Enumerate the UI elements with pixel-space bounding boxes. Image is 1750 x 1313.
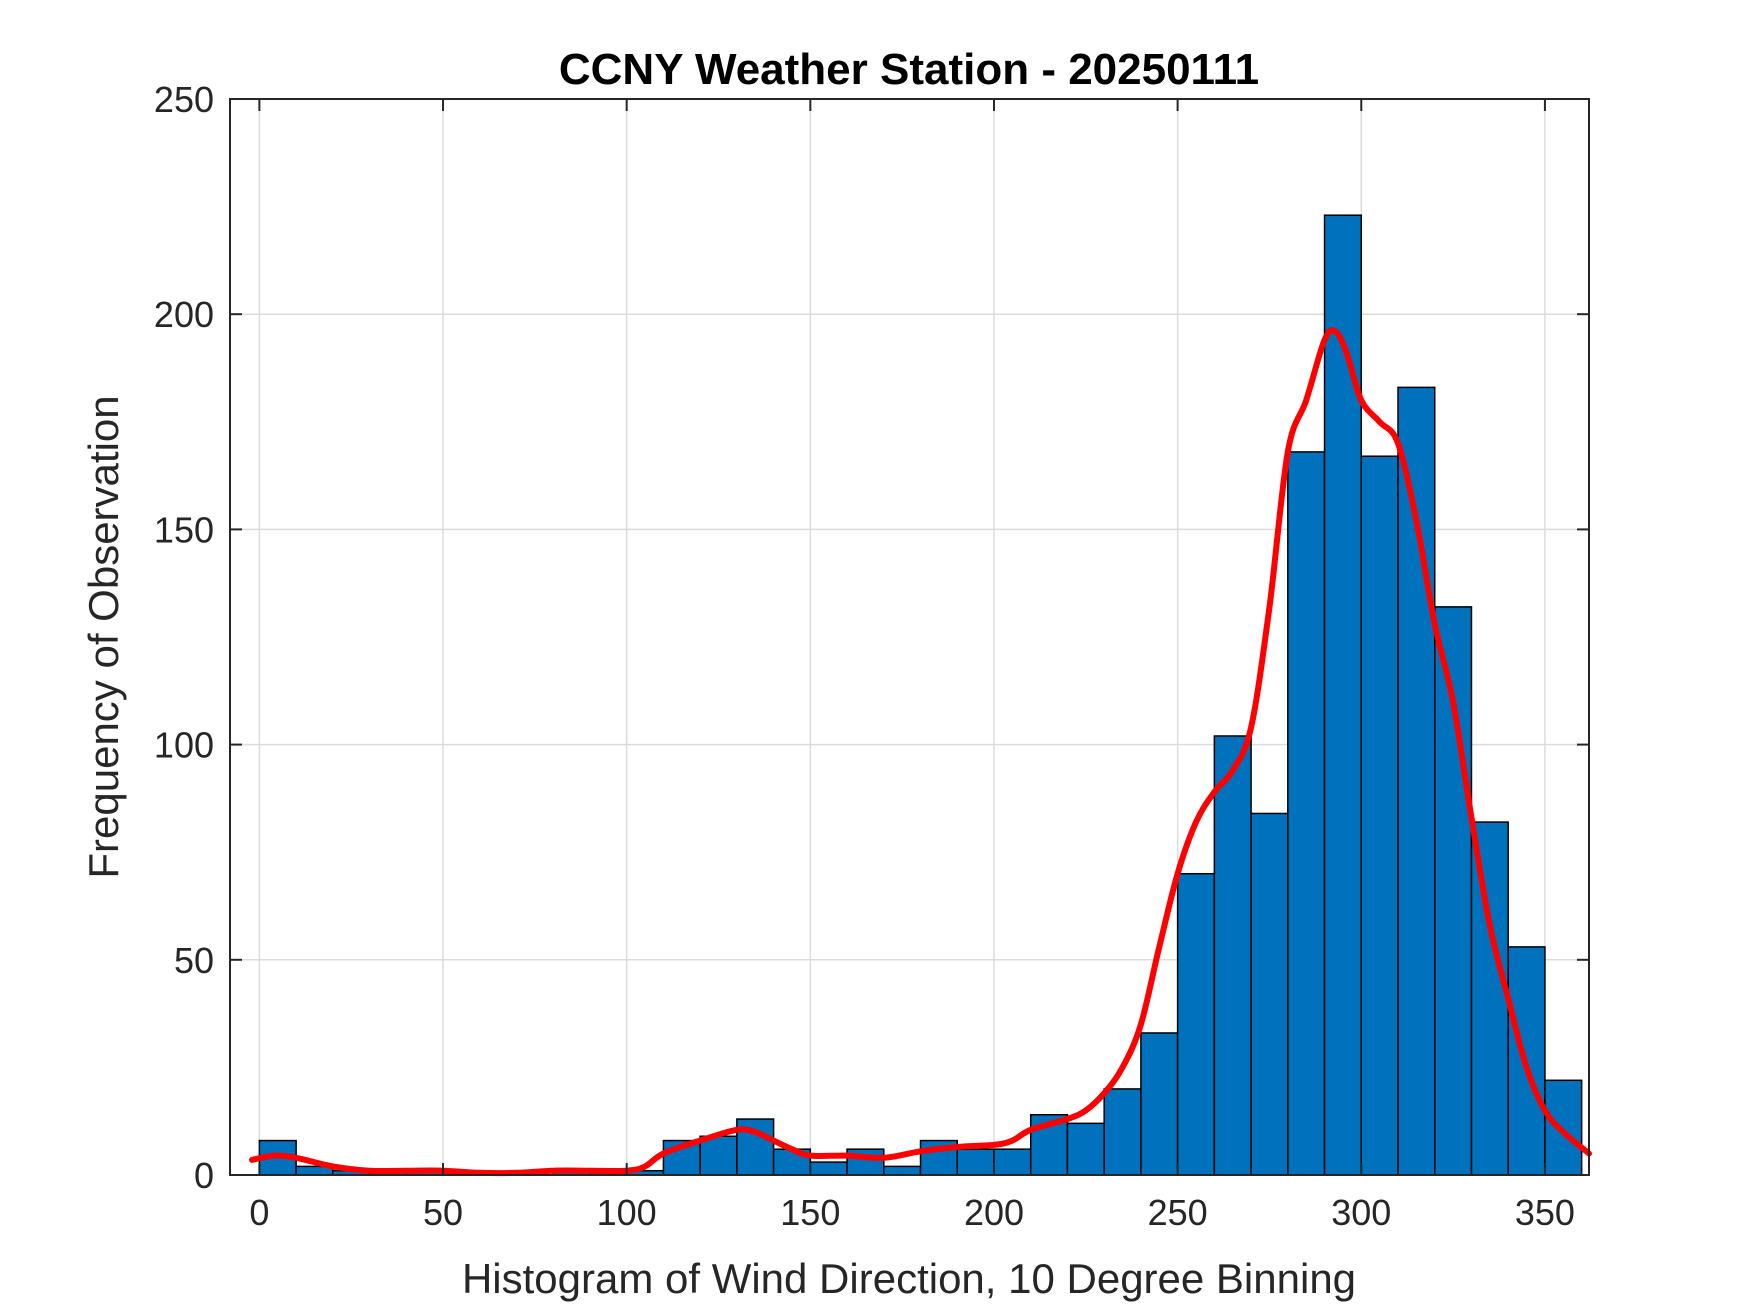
histogram-bar bbox=[1066, 1122, 1105, 1176]
histogram-bar bbox=[1323, 214, 1363, 1176]
x-tick-label: 200 bbox=[964, 1192, 1024, 1233]
histogram-bar bbox=[1360, 455, 1399, 1176]
y-tick-label: 150 bbox=[154, 509, 214, 550]
histogram-bar bbox=[1103, 1088, 1142, 1176]
histogram-bar bbox=[699, 1135, 738, 1176]
histogram-bar bbox=[956, 1148, 995, 1176]
histogram-bar bbox=[1397, 386, 1436, 1176]
histogram-bar bbox=[1140, 1032, 1179, 1176]
y-tick-label: 50 bbox=[174, 940, 214, 981]
y-tick-label: 0 bbox=[194, 1155, 214, 1196]
x-tick-label: 150 bbox=[780, 1192, 840, 1233]
histogram-bar bbox=[1176, 872, 1216, 1176]
x-tick-label: 250 bbox=[1148, 1192, 1208, 1233]
histogram-bar bbox=[1250, 812, 1289, 1176]
histogram-bar bbox=[1213, 735, 1252, 1176]
histogram-bars bbox=[258, 214, 1583, 1176]
histogram-bar bbox=[1470, 821, 1509, 1176]
axes-box bbox=[229, 98, 1590, 1176]
chart-title: CCNY Weather Station - 20250111 bbox=[559, 45, 1259, 94]
density-curve bbox=[249, 327, 1592, 1177]
histogram-bar bbox=[1287, 451, 1326, 1176]
x-axis-label: Histogram of Wind Direction, 10 Degree B… bbox=[462, 1255, 1356, 1302]
axis-ticks: 0 50 100 150 200 250 300 350 0 50 100 150 200 250 bbox=[154, 79, 1589, 1233]
x-tick-label: 100 bbox=[597, 1192, 657, 1233]
x-tick-label: 300 bbox=[1331, 1192, 1391, 1233]
y-axis-label: Frequency of Observation bbox=[80, 395, 127, 878]
x-tick-label: 350 bbox=[1515, 1192, 1575, 1233]
y-tick-label: 250 bbox=[154, 79, 214, 120]
histogram-bar bbox=[1544, 1079, 1583, 1176]
x-tick-label: 50 bbox=[423, 1192, 463, 1233]
x-tick-label: 0 bbox=[249, 1192, 269, 1233]
histogram-bar bbox=[993, 1148, 1032, 1176]
histogram-bar bbox=[809, 1161, 848, 1176]
y-tick-label: 200 bbox=[154, 294, 214, 335]
histogram-bar bbox=[883, 1165, 922, 1176]
y-tick-label: 100 bbox=[154, 725, 214, 766]
